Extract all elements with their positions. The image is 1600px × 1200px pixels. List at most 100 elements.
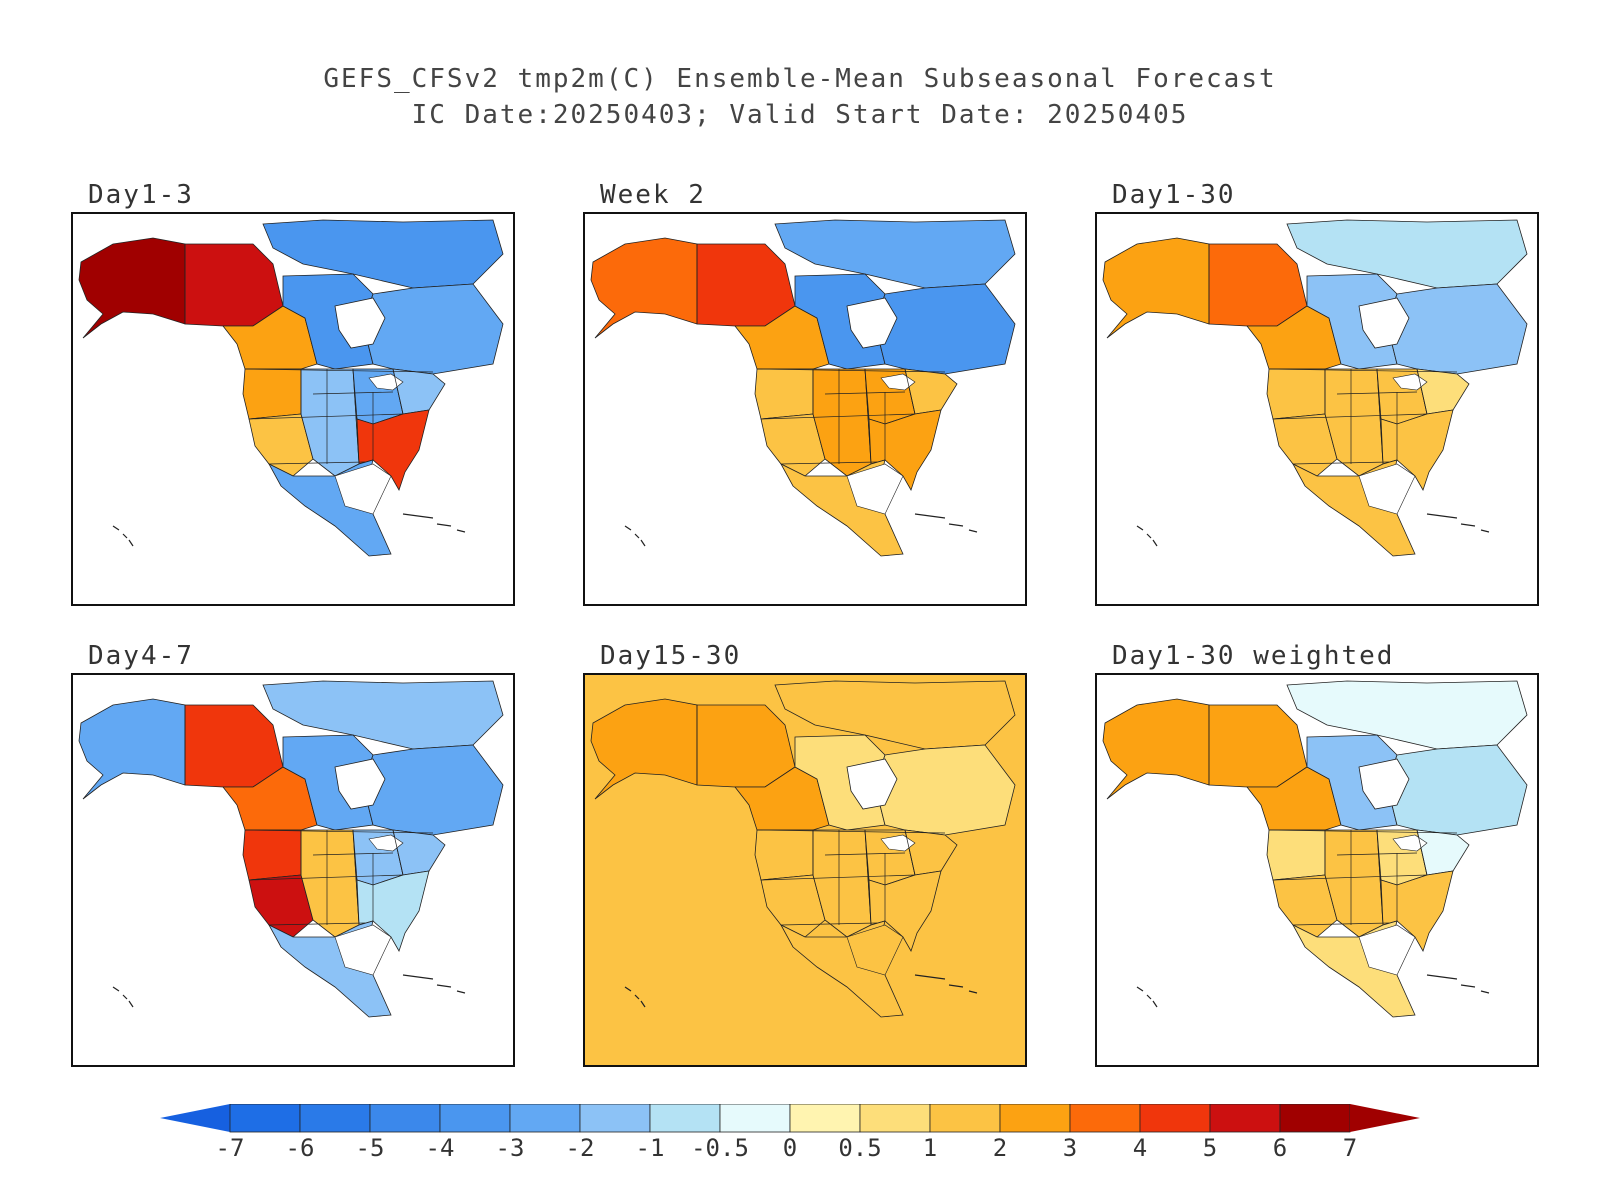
colorbar-box: [719, 1104, 791, 1133]
boundary-line: [312, 391, 394, 395]
boundary-line: [864, 368, 872, 465]
boundary-line: [1268, 829, 1458, 834]
boundary-line: [392, 368, 404, 415]
colorbar-tick-label: 0: [783, 1134, 797, 1162]
boundary-line: [864, 829, 872, 926]
quebec-region: [874, 283, 1016, 375]
caribbean-islands: [914, 974, 978, 994]
colorbar-tick-label: 1: [923, 1134, 937, 1162]
boundary-line: [244, 829, 434, 834]
colorbar-tick-label: 6: [1273, 1134, 1287, 1162]
colorbar-box: [789, 1104, 861, 1133]
boundary-line: [1268, 368, 1458, 373]
hawaii-islands: [1136, 986, 1158, 1008]
colorbar-tick-label: -4: [426, 1134, 455, 1162]
panel-label-day15-30: Day15-30: [600, 641, 742, 671]
boundary-line: [904, 368, 916, 415]
gulf-of-mexico: [334, 924, 392, 976]
pacific-northwest-region: [242, 368, 302, 420]
boundary-line: [392, 829, 404, 876]
colorbar-tick-label: -2: [566, 1134, 595, 1162]
colorbar-tick-label: -7: [216, 1134, 245, 1162]
boundary-line: [824, 391, 906, 395]
boundary-line: [1292, 922, 1390, 926]
hudson-bay: [846, 297, 898, 349]
alaska-region: [590, 237, 698, 339]
caribbean-islands: [1426, 513, 1490, 533]
hudson-bay: [1358, 758, 1410, 810]
colorbar-box: [1139, 1104, 1211, 1133]
colorbar-tick-label: -5: [356, 1134, 385, 1162]
pacific-northwest-region: [754, 829, 814, 881]
hudson-bay: [1358, 297, 1410, 349]
great-lakes: [1392, 373, 1428, 391]
boundary-line: [312, 852, 394, 856]
alaska-region: [1102, 698, 1210, 800]
map-panel-day4-7: [71, 673, 515, 1067]
caribbean-islands: [402, 974, 466, 994]
pacific-northwest-region: [242, 829, 302, 881]
boundary-line: [1376, 829, 1384, 926]
colorbar: -7 -6 -5 -4 -3 -2 -1 -0.5 0 0.5 1 2 3 4 5 6 7: [160, 1104, 1420, 1162]
colorbar-box: [369, 1104, 441, 1133]
boundary-line: [268, 461, 366, 465]
map-day1-30: [1097, 214, 1537, 604]
boundary-line: [352, 829, 360, 926]
colorbar-box: [999, 1104, 1071, 1133]
colorbar-tick-label: 7: [1343, 1134, 1357, 1162]
colorbar-high-arrow: [1350, 1104, 1420, 1132]
figure-title-line1: GEFS_CFSv2 tmp2m(C) Ensemble-Mean Subsea…: [323, 64, 1277, 94]
boundary-line: [1416, 368, 1428, 415]
colorbar-low-arrow: [160, 1104, 230, 1132]
colorbar-tick-label: -3: [496, 1134, 525, 1162]
hawaii-islands: [1136, 525, 1158, 547]
boundary-line: [352, 368, 360, 465]
colorbar-tick-label: -0.5: [691, 1134, 749, 1162]
boundary-line: [756, 829, 946, 834]
boundary-line: [824, 852, 906, 856]
gulf-of-mexico: [846, 924, 904, 976]
colorbar-box: [579, 1104, 651, 1133]
great-lakes: [368, 373, 404, 391]
great-lakes: [880, 834, 916, 852]
gulf-of-mexico: [1358, 463, 1416, 515]
colorbar-box: [229, 1104, 301, 1133]
boundary-line: [1376, 368, 1384, 465]
hudson-bay: [846, 758, 898, 810]
quebec-region: [874, 744, 1016, 836]
alaska-region: [590, 698, 698, 800]
map-panel-day1-3: [71, 212, 515, 606]
map-panel-day15-30: [583, 673, 1027, 1067]
alaska-region: [78, 698, 186, 800]
boundary-line: [248, 874, 404, 881]
gulf-of-mexico: [1358, 924, 1416, 976]
hawaii-islands: [112, 986, 134, 1008]
colorbar-box: [649, 1104, 721, 1133]
quebec-region: [362, 744, 504, 836]
hudson-bay: [334, 758, 386, 810]
colorbar-box: [859, 1104, 931, 1133]
map-panel-week2: [583, 212, 1027, 606]
quebec-region: [1386, 283, 1528, 375]
boundary-line: [1336, 852, 1418, 856]
colorbar-tick-label: 3: [1063, 1134, 1077, 1162]
great-lakes: [1392, 834, 1428, 852]
alaska-region: [1102, 237, 1210, 339]
hawaii-islands: [112, 525, 134, 547]
hudson-bay: [334, 297, 386, 349]
caribbean-islands: [402, 513, 466, 533]
boundary-line: [244, 368, 434, 373]
boundary-line: [780, 922, 878, 926]
boundary-line: [904, 829, 916, 876]
pacific-northwest-region: [1266, 368, 1326, 420]
colorbar-box: [509, 1104, 581, 1133]
colorbar-tick-label: -6: [286, 1134, 315, 1162]
quebec-region: [1386, 744, 1528, 836]
colorbar-tick-label: 5: [1203, 1134, 1217, 1162]
map-day1-3: [73, 214, 513, 604]
great-lakes: [880, 373, 916, 391]
boundary-line: [756, 368, 946, 373]
figure-title-line2: IC Date:20250403; Valid Start Date: 2025…: [411, 100, 1189, 130]
boundary-line: [1292, 461, 1390, 465]
quebec-region: [362, 283, 504, 375]
